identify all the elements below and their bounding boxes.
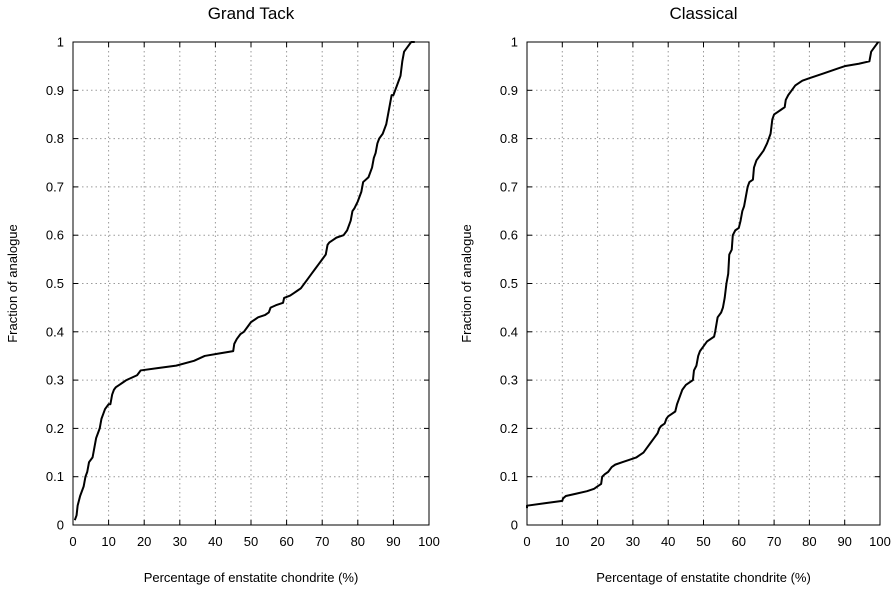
y-tick-label: 0.4 (500, 324, 518, 339)
x-tick-label: 50 (244, 534, 258, 549)
x-axis-label: Percentage of enstatite chondrite (%) (596, 570, 811, 585)
x-tick-label: 0 (69, 534, 76, 549)
grid (73, 42, 429, 525)
x-tick-label: 30 (626, 534, 640, 549)
x-tick-label: 10 (101, 534, 115, 549)
y-tick-label: 0.7 (500, 179, 518, 194)
y-tick-label: 0 (511, 518, 518, 533)
y-tick-label: 0.8 (46, 131, 64, 146)
series-line-1 (73, 41, 415, 521)
x-tick-label: 70 (315, 534, 329, 549)
y-tick-label: 0.5 (46, 276, 64, 291)
x-tick-label: 60 (279, 534, 293, 549)
x-tick-label: 70 (767, 534, 781, 549)
x-tick-label: 80 (802, 534, 816, 549)
y-tick-label: 0.1 (46, 469, 64, 484)
y-tick-label: 1 (511, 35, 518, 50)
x-tick-label: 0 (523, 534, 530, 549)
x-tick-label: 90 (386, 534, 400, 549)
y-tick-label: 0.9 (46, 83, 64, 98)
x-tick-label: 90 (837, 534, 851, 549)
series-line-1 (526, 41, 880, 509)
chart-panel-1: 0 10 20 30 40 50 60 70 80 90 100 0 0.1 0.2 0.3 0.4 0.5 0.… (5, 4, 440, 585)
y-axis-label: Fraction of analogue (5, 224, 20, 343)
y-tick-label: 0.6 (500, 228, 518, 243)
x-tick-label: 20 (590, 534, 604, 549)
x-tick-label: 20 (137, 534, 151, 549)
x-tick-label: 10 (555, 534, 569, 549)
y-tick-label: 0.7 (46, 179, 64, 194)
y-tick-label: 0.9 (500, 83, 518, 98)
y-tick-label: 0.2 (46, 421, 64, 436)
y-tick-label: 0.3 (46, 373, 64, 388)
x-tick-label: 40 (208, 534, 222, 549)
y-axis-label: Fraction of analogue (459, 224, 474, 343)
y-tick-label: 0.1 (500, 469, 518, 484)
y-tick-label: 1 (57, 35, 64, 50)
grid (527, 42, 880, 525)
chart-title: Grand Tack (208, 4, 295, 23)
y-tick-label: 0.5 (500, 276, 518, 291)
x-axis-label: Percentage of enstatite chondrite (%) (144, 570, 359, 585)
x-tick-label: 100 (869, 534, 891, 549)
chart-panel-2: 0 10 20 30 40 50 60 70 80 90 100 0 0.1 0.2 0.3 0.4 0.5 0.… (459, 4, 891, 585)
y-tick-label: 0.2 (500, 421, 518, 436)
chart-title: Classical (669, 4, 737, 23)
y-tick-label: 0.4 (46, 324, 64, 339)
y-tick-label: 0.8 (500, 131, 518, 146)
x-tick-label: 40 (661, 534, 675, 549)
x-tick-label: 30 (173, 534, 187, 549)
y-tick-label: 0 (57, 518, 64, 533)
y-tick-label: 0.3 (500, 373, 518, 388)
x-tick-label: 50 (696, 534, 710, 549)
x-tick-label: 80 (351, 534, 365, 549)
x-tick-label: 60 (732, 534, 746, 549)
y-tick-label: 0.6 (46, 228, 64, 243)
x-tick-label: 100 (418, 534, 440, 549)
